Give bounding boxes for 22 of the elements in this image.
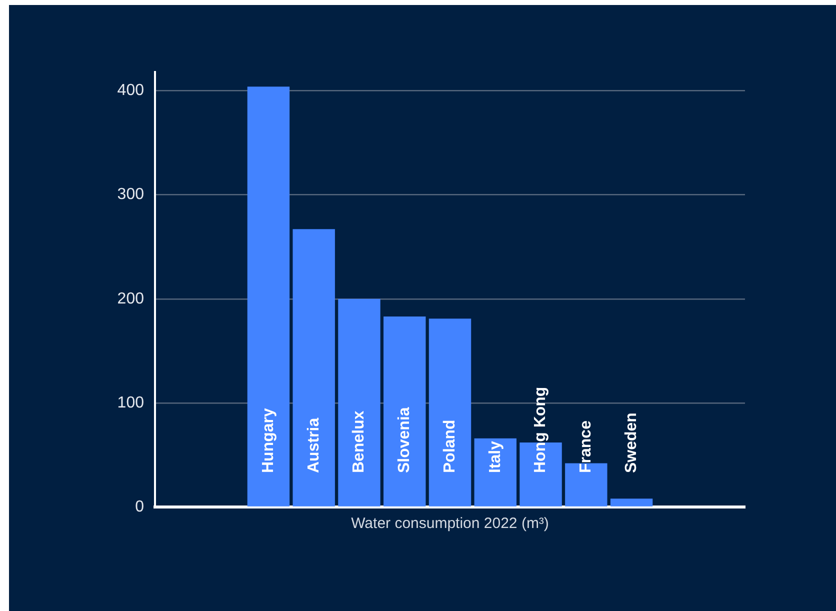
x-tick-label: Poland: [441, 420, 458, 473]
bar: [338, 298, 380, 506]
y-tick-label: 200: [117, 290, 144, 308]
bar: [428, 318, 472, 506]
y-tick-label: 0: [135, 498, 144, 516]
x-axis-title: Water consumption 2022 (m³): [351, 515, 549, 532]
x-tick-label: Italy: [486, 440, 504, 473]
bar: [292, 229, 335, 506]
bar: [610, 498, 653, 506]
x-tick-label: Sweden: [622, 412, 640, 473]
x-tick-label: Benelux: [350, 410, 368, 473]
bar: [384, 316, 426, 506]
x-tick-label: Hungary: [260, 408, 277, 473]
x-tick-label: Hong Kong: [532, 386, 550, 473]
x-tick-label: Austria: [305, 418, 322, 473]
bar: [247, 86, 290, 506]
x-tick-label: France: [578, 420, 595, 473]
y-tick-label: 300: [117, 186, 144, 204]
x-tick-label: Slovenia: [396, 407, 414, 473]
bar: [474, 438, 516, 506]
y-tick-label: 100: [117, 394, 144, 412]
y-tick-label: 400: [117, 82, 144, 100]
